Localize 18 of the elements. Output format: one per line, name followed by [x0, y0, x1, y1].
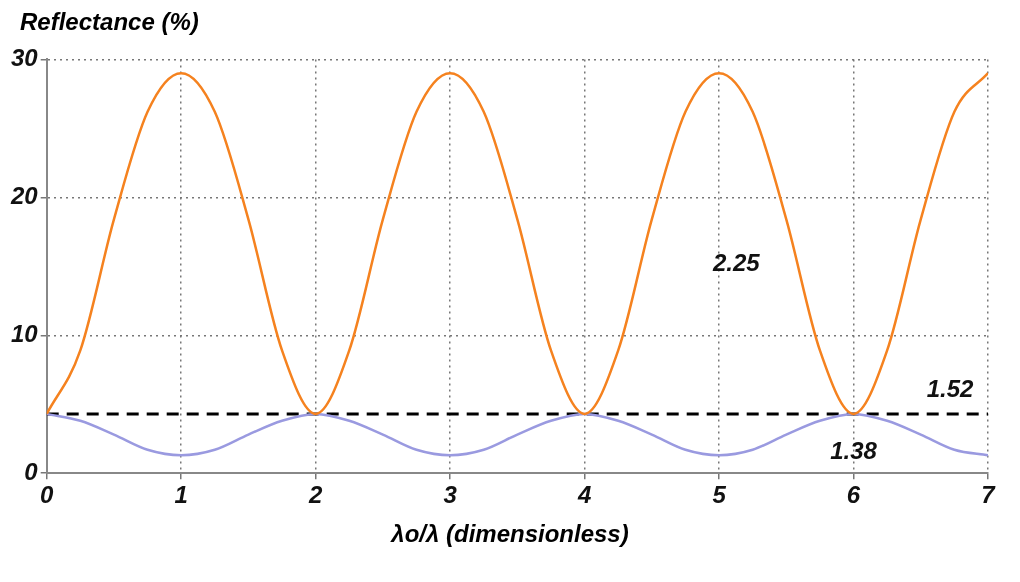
x-tick-label: 4 [576, 481, 592, 509]
x-tick-label: 5 [712, 481, 727, 509]
x-tick-label: 7 [981, 481, 997, 509]
y-axis-title: Reflectance (%) [19, 8, 200, 37]
x-tick-label: 3 [443, 481, 458, 509]
x-tick-label: 6 [846, 481, 861, 509]
line-series [46, 71, 988, 416]
series-label: 1.52 [926, 374, 974, 402]
y-tick-label: 30 [10, 44, 39, 72]
x-tick-label: 2 [307, 481, 323, 509]
y-tick-label: 10 [10, 319, 39, 347]
x-axis-title: λo/λ (dimensionless) [389, 520, 630, 548]
y-tick-label: 20 [9, 181, 39, 209]
y-tick-label: 0 [24, 457, 39, 485]
series-label: 2.25 [711, 249, 761, 277]
series-label: 1.38 [830, 436, 878, 464]
line-series [46, 412, 988, 457]
x-tick-label: 1 [174, 481, 188, 509]
